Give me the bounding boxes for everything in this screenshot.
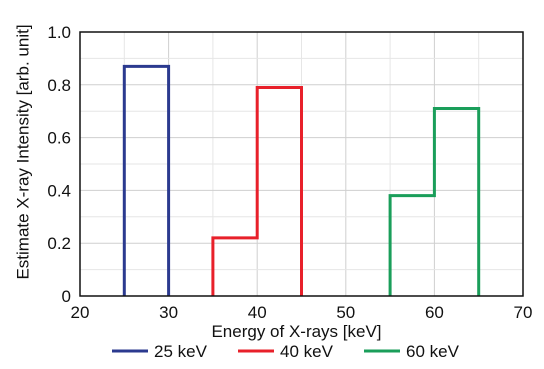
- x-tick-label: 20: [71, 303, 90, 322]
- y-tick-label: 1.0: [47, 23, 71, 42]
- y-tick-labels: 0 0.2 0.4 0.6 0.8 1.0: [47, 23, 71, 306]
- legend-label-3: 60 keV: [406, 342, 460, 361]
- x-tick-labels: 20 30 40 50 60 70: [71, 303, 533, 322]
- x-axis-label: Energy of X-rays [keV]: [211, 322, 381, 341]
- x-tick-label: 40: [248, 303, 267, 322]
- y-axis-label: Estimate X-ray Intensity [arb. unit]: [13, 24, 32, 279]
- plot-frame: [79, 31, 524, 297]
- x-tick-label: 50: [336, 303, 355, 322]
- legend-label-2: 40 keV: [280, 342, 334, 361]
- legend: 25 keV 40 keV 60 keV: [112, 342, 460, 361]
- legend-label-1: 25 keV: [154, 342, 208, 361]
- series-line-1: [122, 64, 171, 296]
- y-tick-label: 0.6: [47, 129, 71, 148]
- y-tick-label: 0: [62, 287, 71, 306]
- x-tick-label: 30: [159, 303, 178, 322]
- y-tick-label: 0.4: [47, 181, 71, 200]
- x-tick-label: 60: [425, 303, 444, 322]
- series-line-3: [388, 107, 481, 296]
- y-tick-label: 0.8: [47, 76, 71, 95]
- series-line-2: [211, 85, 303, 296]
- y-tick-label: 0.2: [47, 234, 71, 253]
- plot-series: [122, 64, 481, 296]
- x-tick-label: 70: [514, 303, 533, 322]
